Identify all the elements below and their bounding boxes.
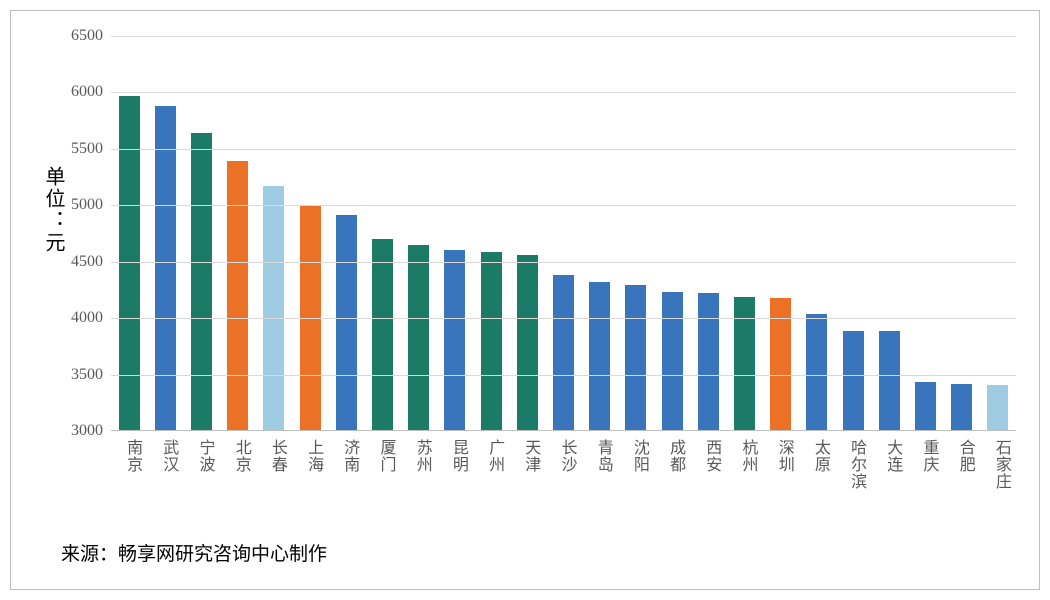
bar bbox=[517, 255, 538, 431]
x-tick-label: 大连 bbox=[880, 439, 904, 473]
x-tick-label: 苏州 bbox=[410, 439, 434, 473]
plot-area bbox=[111, 36, 1016, 431]
x-tick-label: 成都 bbox=[663, 439, 687, 473]
x-tick-label: 青岛 bbox=[591, 439, 615, 473]
bar bbox=[951, 384, 972, 431]
bar bbox=[119, 96, 140, 431]
chart-frame: 单位：元 30003500400045005000550060006500 南京… bbox=[10, 10, 1040, 590]
x-tick-label: 长沙 bbox=[555, 439, 579, 473]
y-tick-label: 3000 bbox=[43, 422, 103, 440]
bar bbox=[372, 239, 393, 431]
y-tick-label: 3500 bbox=[43, 366, 103, 384]
bar bbox=[734, 297, 755, 431]
x-tick-label: 哈尔滨 bbox=[844, 439, 868, 490]
y-tick-label: 5500 bbox=[43, 140, 103, 158]
bar bbox=[553, 275, 574, 431]
source-text: 来源：畅享网研究咨询中心制作 bbox=[61, 539, 327, 566]
bar bbox=[879, 331, 900, 431]
bar bbox=[987, 385, 1008, 431]
bar bbox=[227, 161, 248, 431]
bar bbox=[843, 331, 864, 431]
x-tick-label: 深圳 bbox=[772, 439, 796, 473]
bar bbox=[336, 215, 357, 431]
x-tick-label: 重庆 bbox=[917, 439, 941, 473]
gridline bbox=[111, 36, 1016, 37]
y-tick-label: 6500 bbox=[43, 27, 103, 45]
gridline bbox=[111, 262, 1016, 263]
x-tick-label: 天津 bbox=[518, 439, 542, 473]
bar bbox=[698, 293, 719, 431]
bars-container bbox=[111, 36, 1016, 431]
gridline bbox=[111, 149, 1016, 150]
gridline bbox=[111, 318, 1016, 319]
gridline bbox=[111, 205, 1016, 206]
x-tick-label: 石家庄 bbox=[989, 439, 1013, 490]
x-tick-label: 广州 bbox=[482, 439, 506, 473]
bar bbox=[915, 382, 936, 431]
x-tick-label: 宁波 bbox=[193, 439, 217, 473]
x-tick-label: 合肥 bbox=[953, 439, 977, 473]
bar bbox=[662, 292, 683, 431]
x-tick-label: 杭州 bbox=[736, 439, 760, 473]
bar bbox=[444, 250, 465, 431]
y-tick-label: 4000 bbox=[43, 309, 103, 327]
bar bbox=[806, 314, 827, 431]
bar bbox=[263, 186, 284, 431]
x-tick-label: 西安 bbox=[699, 439, 723, 473]
y-tick-label: 4500 bbox=[43, 253, 103, 271]
bar bbox=[481, 252, 502, 431]
x-tick-label: 太原 bbox=[808, 439, 832, 473]
gridline bbox=[111, 375, 1016, 376]
y-tick-label: 5000 bbox=[43, 196, 103, 214]
x-tick-label: 长春 bbox=[265, 439, 289, 473]
x-tick-label: 昆明 bbox=[446, 439, 470, 473]
bar bbox=[155, 106, 176, 431]
x-tick-label: 北京 bbox=[229, 439, 253, 473]
bar bbox=[191, 133, 212, 431]
x-axis-baseline bbox=[111, 430, 1016, 431]
x-tick-label: 南京 bbox=[120, 439, 144, 473]
x-tick-label: 上海 bbox=[301, 439, 325, 473]
bar bbox=[408, 245, 429, 431]
gridline bbox=[111, 92, 1016, 93]
x-tick-label: 济南 bbox=[337, 439, 361, 473]
x-tick-label: 厦门 bbox=[374, 439, 398, 473]
bar bbox=[589, 282, 610, 431]
y-tick-label: 6000 bbox=[43, 83, 103, 101]
x-tick-label: 沈阳 bbox=[627, 439, 651, 473]
x-tick-label: 武汉 bbox=[156, 439, 180, 473]
bar bbox=[625, 285, 646, 431]
